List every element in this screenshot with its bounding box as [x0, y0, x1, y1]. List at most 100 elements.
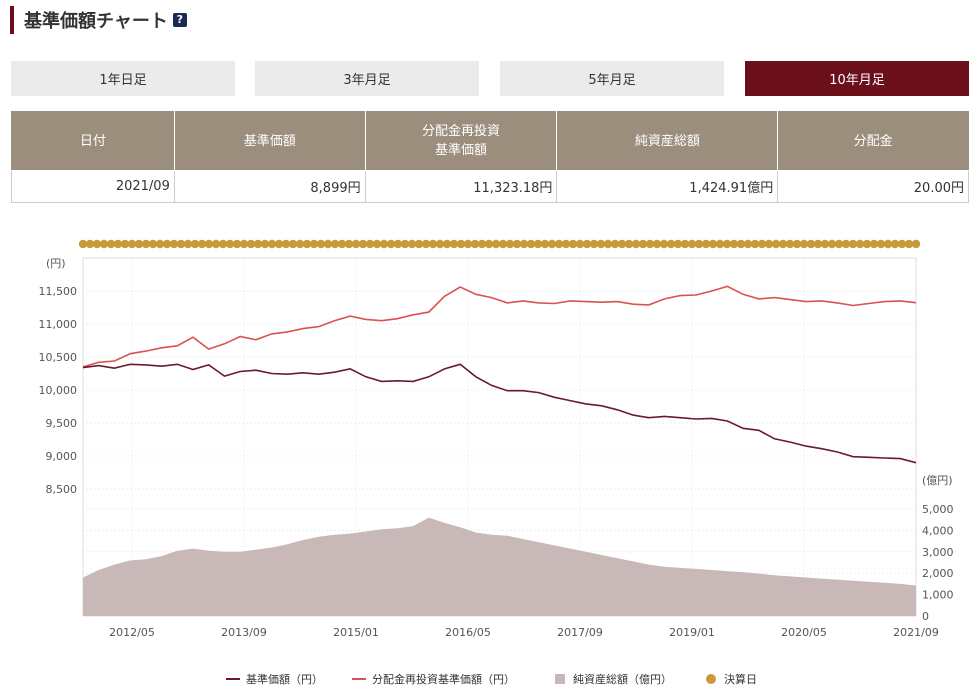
- page-title: 基準価額チャート: [24, 11, 168, 32]
- settlement-dot: [652, 239, 662, 249]
- settlement-dot: [869, 239, 879, 249]
- settlement-dot: [813, 239, 823, 249]
- settlement-dot: [491, 239, 501, 249]
- settlement-dot: [379, 239, 389, 249]
- settlement-dot: [603, 239, 613, 249]
- legend-label: 純資産総額（億円）: [573, 672, 672, 686]
- table-row: 2021/09 8,899円 11,323.18円 1,424.91億円 20.…: [11, 170, 969, 203]
- cell-nav: 8,899円: [173, 170, 366, 203]
- settlement-dot: [568, 239, 578, 249]
- settlement-dot: [260, 239, 270, 249]
- settlement-dot: [106, 239, 116, 249]
- settlement-dot: [827, 239, 837, 249]
- header-distribution: 分配金: [777, 111, 969, 171]
- settlement-dot: [155, 239, 165, 249]
- settlement-dot: [232, 239, 242, 249]
- x-tick-label: 2017/09: [557, 626, 603, 639]
- settlement-dot: [239, 239, 249, 249]
- x-tick-label: 2019/01: [669, 626, 715, 639]
- settlement-dot: [729, 239, 739, 249]
- settlement-dot: [295, 239, 305, 249]
- settlement-dot: [708, 239, 718, 249]
- settlement-dot: [246, 239, 256, 249]
- settlement-dot: [722, 239, 732, 249]
- settlement-dot: [666, 239, 676, 249]
- settlement-dot: [834, 239, 844, 249]
- tab-5year-monthly[interactable]: 5年月足: [500, 61, 724, 96]
- x-tick-label: 2012/05: [109, 626, 155, 639]
- settlement-dot: [148, 239, 158, 249]
- tab-3year-monthly[interactable]: 3年月足: [255, 61, 479, 96]
- x-tick-label: 2016/05: [445, 626, 491, 639]
- settlement-dot: [498, 239, 508, 249]
- tab-1year-daily[interactable]: 1年日足: [11, 61, 235, 96]
- legend-swatch-area: [555, 674, 565, 684]
- x-tick-label: 2020/05: [781, 626, 827, 639]
- page-title-bar: 基準価額チャート ?: [10, 6, 187, 34]
- x-tick-label: 2021/09: [893, 626, 939, 639]
- y-tick-label-right: 0: [922, 610, 929, 623]
- settlement-dot: [274, 239, 284, 249]
- nav-chart: 2012/05 2013/09 2015/01 2016/05 2017/09 2019/…: [39, 239, 954, 686]
- settlement-dot: [897, 239, 907, 249]
- fund-info-table: 日付 基準価額 分配金再投資 基準価額 純資産総額 分配金 2021/09 8,…: [11, 111, 969, 203]
- settlement-dot: [519, 239, 529, 249]
- settlement-dot: [610, 239, 620, 249]
- settlement-dot: [428, 239, 438, 249]
- settlement-dot: [715, 239, 725, 249]
- settlement-dot: [806, 239, 816, 249]
- settlement-dot: [757, 239, 767, 249]
- tab-10year-monthly[interactable]: 10年月足: [745, 61, 969, 96]
- settlement-dot: [883, 239, 893, 249]
- settlement-dot: [449, 239, 459, 249]
- settlement-dot: [596, 239, 606, 249]
- y-tick-label-right: 1,000: [922, 589, 954, 602]
- settlement-dot: [575, 239, 585, 249]
- y-tick-label-left: 8,500: [46, 483, 78, 496]
- header-nav: 基準価額: [173, 111, 366, 171]
- settlement-dot: [316, 239, 326, 249]
- settlement-dot: [554, 239, 564, 249]
- settlement-dot: [617, 239, 627, 249]
- settlement-dot: [750, 239, 760, 249]
- settlement-dot: [267, 239, 277, 249]
- settlement-dot: [99, 239, 109, 249]
- settlement-dot: [659, 239, 669, 249]
- settlement-dot: [526, 239, 536, 249]
- y-tick-label-left: 10,500: [39, 351, 78, 364]
- settlement-dot: [204, 239, 214, 249]
- settlement-dot: [218, 239, 228, 249]
- settlement-dot: [848, 239, 858, 249]
- settlement-dot: [127, 239, 137, 249]
- settlement-dot: [176, 239, 186, 249]
- settlement-dot: [344, 239, 354, 249]
- settlement-dot: [841, 239, 851, 249]
- settlement-dot: [547, 239, 557, 249]
- settlement-dot: [414, 239, 424, 249]
- series-reinvested-nav-line: [82, 285, 917, 368]
- settlement-dot: [680, 239, 690, 249]
- help-icon[interactable]: ?: [172, 13, 187, 27]
- settlement-dot: [533, 239, 543, 249]
- settlement-dot: [638, 239, 648, 249]
- series-total-assets-area: [83, 517, 916, 616]
- settlement-dot: [309, 239, 319, 249]
- cell-date: 2021/09: [11, 170, 175, 203]
- settlement-dot: [407, 239, 417, 249]
- settlement-dot: [337, 239, 347, 249]
- settlement-dot: [190, 239, 200, 249]
- header-date: 日付: [11, 111, 175, 171]
- period-tabs: 1年日足 3年月足 5年月足 10年月足: [11, 61, 969, 96]
- settlement-dot: [197, 239, 207, 249]
- settlement-dot: [225, 239, 235, 249]
- settlement-dot: [701, 239, 711, 249]
- settlement-dot: [78, 239, 88, 249]
- settlement-dot: [890, 239, 900, 249]
- settlement-dot: [694, 239, 704, 249]
- settlement-dot: [372, 239, 382, 249]
- settlement-dot: [169, 239, 179, 249]
- legend-label: 決算日: [724, 672, 757, 686]
- legend-swatch-dot: [706, 674, 716, 684]
- settlement-dot: [855, 239, 865, 249]
- header-total-assets: 純資産総額: [556, 111, 779, 171]
